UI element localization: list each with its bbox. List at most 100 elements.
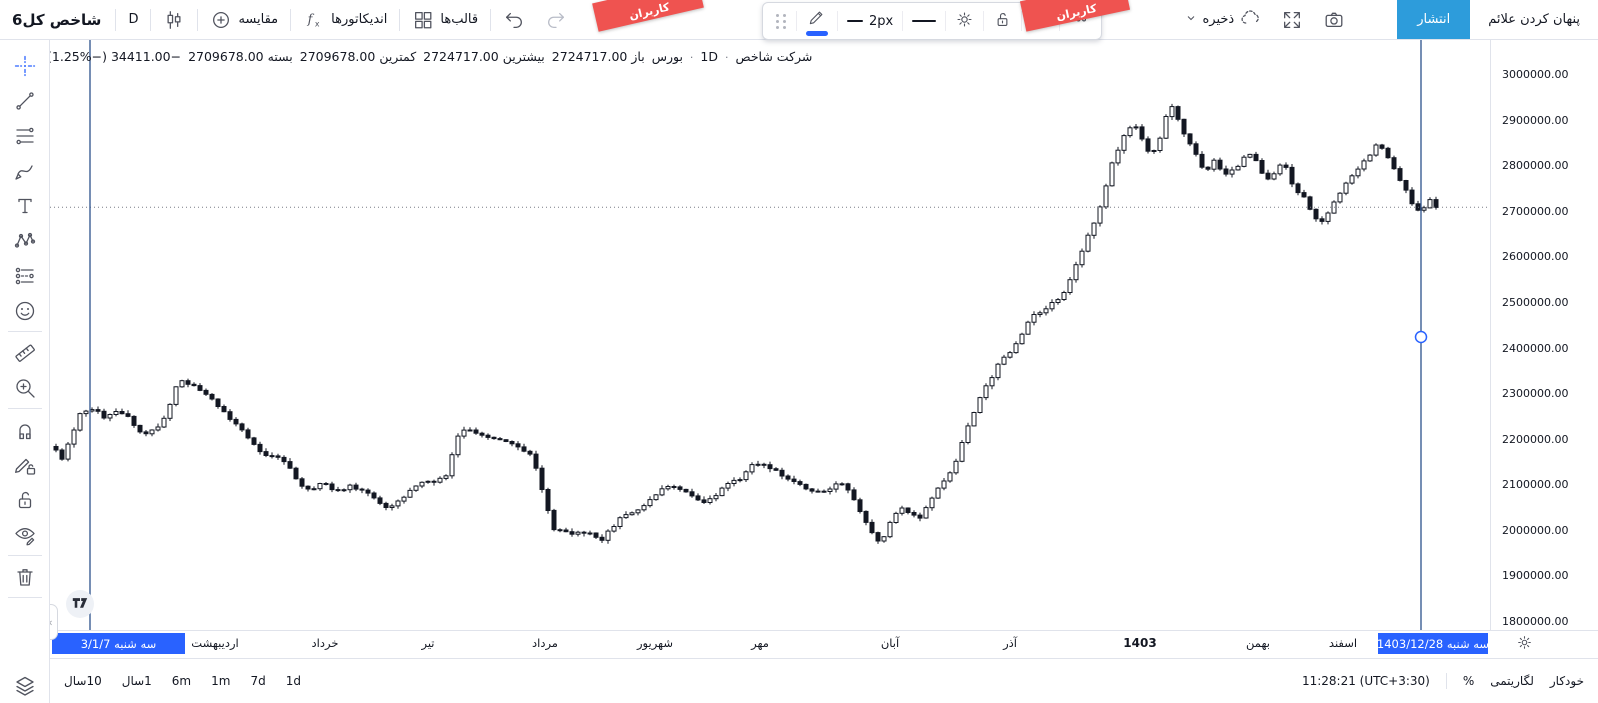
bottom-status-bar: 10سال 1سال 6m 1m 7d 1d 11:28:21 (UTC+3:30) خو…	[50, 658, 1598, 703]
indicators-label: اندیکاتورها	[331, 12, 388, 27]
legend-symbol[interactable]: شرکت شاخص	[735, 49, 813, 64]
toolbar-separator	[490, 8, 492, 31]
object-tree-tool-button[interactable]	[7, 668, 43, 703]
line-width-button[interactable]: 2px	[838, 3, 902, 39]
compare-plus-icon	[210, 9, 232, 31]
drawing-color-button[interactable]	[797, 3, 837, 39]
time-tick: 1403	[1123, 636, 1157, 650]
time-tick: مرداد	[532, 636, 558, 650]
text-icon	[17, 198, 32, 213]
price-tick: 2200000.00	[1502, 432, 1569, 446]
pencil-icon	[808, 7, 827, 30]
redo-icon	[545, 9, 567, 31]
percent-scale-button[interactable]: %	[1462, 674, 1475, 688]
xabcd-pattern-icon	[14, 232, 35, 248]
line-width-icon	[847, 20, 863, 22]
ruler-icon	[14, 344, 35, 362]
toolbar-separator	[150, 8, 152, 31]
crosshair-tool-button[interactable]	[7, 48, 43, 83]
symbol-button[interactable]: شاخص کل6	[0, 0, 113, 39]
hide-marks-button[interactable]: پنهان کردن علائم	[1470, 12, 1598, 27]
interval-button[interactable]: D	[118, 0, 148, 39]
axis-settings-gear-icon[interactable]	[1516, 634, 1533, 655]
publish-button[interactable]: انتشار	[1397, 0, 1471, 39]
range-button-6m[interactable]: 6m	[171, 674, 192, 688]
fib-retracement-tool-button[interactable]	[7, 118, 43, 153]
range-button-10[interactable]: 10سال	[64, 674, 102, 688]
brush-tool-button[interactable]	[7, 153, 43, 188]
emoji-tool-button[interactable]	[7, 293, 43, 328]
time-tick: بهمن	[1246, 636, 1270, 650]
range-button-1d[interactable]: 1d	[285, 674, 301, 688]
toolbar-separator	[197, 8, 199, 31]
redo-button[interactable]	[535, 0, 577, 39]
range-end-date-badge[interactable]: سه شنبه 1403/12/28	[1376, 633, 1490, 654]
drawing-mode-lock-icon	[14, 458, 35, 475]
range-button-7d[interactable]: 7d	[250, 674, 266, 688]
snapshot-button[interactable]	[1313, 0, 1355, 39]
range-start-date-badge[interactable]: سه شنبه 3/1/7	[52, 633, 185, 654]
forecast-icon	[15, 267, 34, 284]
toolbar-separator	[290, 8, 292, 31]
tradingview-logo[interactable]	[66, 590, 94, 618]
color-swatch	[806, 30, 828, 36]
drawing-settings-button[interactable]	[946, 3, 983, 39]
drawing-tools-sidebar	[0, 40, 50, 703]
compare-label: مقایسه	[238, 12, 279, 27]
drag-handle-icon	[776, 13, 787, 29]
legend-interval[interactable]: 1D	[700, 49, 718, 64]
forecast-tool-button[interactable]	[7, 258, 43, 293]
auto-scale-button[interactable]: خودکار	[1549, 674, 1584, 688]
toolbar-drag-handle[interactable]	[767, 3, 796, 39]
time-tick: شهریور	[637, 636, 673, 650]
candlestick-chart[interactable]	[50, 40, 1490, 630]
hide-drawings-tool-button[interactable]	[7, 517, 43, 552]
undo-button[interactable]	[493, 0, 535, 39]
chart-style-button[interactable]	[153, 0, 195, 39]
line-style-button[interactable]	[903, 3, 945, 39]
price-axis[interactable]: 3000000.00 2900000.00 2800000.00 2700000.00…	[1490, 40, 1598, 630]
price-tick: 2700000.00	[1502, 204, 1569, 218]
time-axis[interactable]: سه شنبه 3/1/7 سه شنبه 1403/12/28 اردیبهش…	[50, 630, 1598, 659]
candle-bodies	[53, 106, 1439, 542]
line-width-value: 2px	[869, 13, 894, 29]
save-button[interactable]: ذخیره	[1175, 7, 1271, 33]
compare-button[interactable]: مقایسه	[200, 0, 288, 39]
ruler-tool-button[interactable]	[7, 335, 43, 370]
toolbar-separator	[399, 8, 401, 31]
delete-drawing-button[interactable]	[1022, 3, 1059, 39]
price-tick: 2800000.00	[1502, 159, 1569, 173]
templates-button[interactable]: قالب‌ها	[402, 0, 488, 39]
legend-exchange: بورس	[651, 49, 683, 64]
range-button-1[interactable]: 1سال	[121, 674, 152, 688]
magnet-icon	[18, 423, 31, 439]
fullscreen-icon	[1281, 9, 1303, 31]
brush-icon	[14, 164, 33, 180]
more-options-button[interactable]	[1060, 3, 1097, 39]
trend-line-tool-button[interactable]	[7, 83, 43, 118]
emoji-icon	[15, 301, 34, 320]
lock-all-drawings-tool-button[interactable]	[7, 482, 43, 517]
cloud-save-icon	[1239, 7, 1261, 33]
text-tool-button[interactable]	[7, 188, 43, 223]
clock[interactable]: 11:28:21 (UTC+3:30)	[1301, 674, 1430, 688]
remove-drawings-tool-button[interactable]	[7, 559, 43, 594]
fullscreen-button[interactable]	[1271, 0, 1313, 39]
unlock-icon	[993, 10, 1012, 33]
lock-drawing-button[interactable]	[984, 3, 1021, 39]
zoom-in-tool-button[interactable]	[7, 370, 43, 405]
time-tick: آبان	[880, 636, 900, 650]
time-tick: مهر	[751, 636, 769, 650]
templates-label: قالب‌ها	[440, 12, 479, 27]
xabcd-pattern-tool-button[interactable]	[7, 223, 43, 258]
magnet-tool-button[interactable]	[7, 412, 43, 447]
svg-text:x: x	[315, 19, 320, 28]
log-scale-button[interactable]: لگاریتمی	[1490, 674, 1534, 688]
range-button-1m[interactable]: 1m	[211, 674, 231, 688]
range-end-date: سه شنبه 1403/12/28	[1376, 636, 1490, 651]
price-tick: 2100000.00	[1502, 478, 1569, 492]
drawing-mode-lock-tool-button[interactable]	[7, 447, 43, 482]
